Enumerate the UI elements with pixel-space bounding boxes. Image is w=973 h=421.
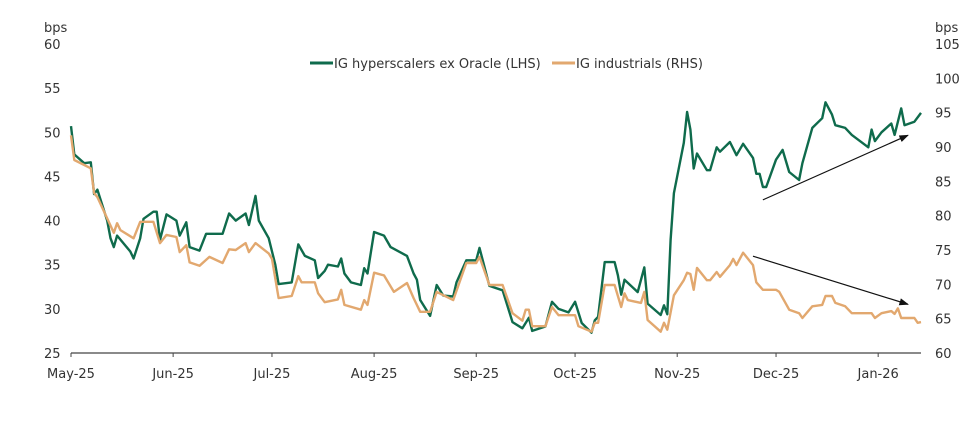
y-left-unit-label: bps xyxy=(44,21,68,36)
x-tick-label: May-25 xyxy=(47,367,95,382)
series-line-industrials xyxy=(69,135,922,333)
legend-label-hyperscalers: IG hyperscalers ex Oracle (LHS) xyxy=(334,57,541,72)
y-right-tick-label: 95 xyxy=(935,107,952,122)
x-tick-label: Oct-25 xyxy=(553,367,597,382)
series-line-hyperscalers xyxy=(69,101,922,334)
series-lines xyxy=(69,101,922,334)
y-right-tick-label: 100 xyxy=(935,72,960,87)
x-tick-label: Jul-25 xyxy=(253,367,291,382)
y-right-tick-label: 70 xyxy=(935,278,952,293)
legend: IG hyperscalers ex Oracle (LHS) IG indus… xyxy=(310,57,703,72)
y-left-tick-label: 55 xyxy=(44,82,61,97)
x-tick-label: Sep-25 xyxy=(453,367,499,382)
x-tick-label: Aug-25 xyxy=(351,367,398,382)
y-right-unit-label: bps xyxy=(935,21,959,36)
y-right-tick-label: 85 xyxy=(935,175,952,190)
x-tick-label: Nov-25 xyxy=(654,367,700,382)
y-left-tick-label: 50 xyxy=(44,126,61,141)
y-left-tick-label: 25 xyxy=(44,347,61,362)
trend-arrow xyxy=(752,255,909,306)
trend-arrows xyxy=(752,134,909,306)
y-left-tick-label: 60 xyxy=(44,38,61,53)
y-left-tick-label: 40 xyxy=(44,215,61,230)
y-right-tick-label: 80 xyxy=(935,210,952,225)
y-right-tick-label: 60 xyxy=(935,347,952,362)
x-tick-label: Jan-26 xyxy=(857,367,899,382)
x-tick-label: Dec-25 xyxy=(753,367,799,382)
y-right-tick-label: 105 xyxy=(935,38,960,53)
x-axis: May-25 Jun-25 Jul-25 Aug-25 Sep-25 Oct-25 Nov-… xyxy=(47,352,921,382)
y-left-ticks: 25 30 35 40 45 50 55 60 xyxy=(44,38,61,362)
y-left-tick-label: 30 xyxy=(44,303,61,318)
y-left-tick-label: 45 xyxy=(44,170,61,185)
legend-label-industrials: IG industrials (RHS) xyxy=(576,57,703,72)
y-right-tick-label: 75 xyxy=(935,244,952,259)
x-tick-label: Jun-25 xyxy=(151,367,194,382)
y-right-tick-label: 90 xyxy=(935,141,952,156)
y-left-tick-label: 35 xyxy=(44,259,61,274)
y-right-tick-label: 65 xyxy=(935,313,952,328)
y-right-ticks: 60 65 70 75 80 85 90 95 100 105 xyxy=(935,38,960,362)
trend-arrow xyxy=(762,134,909,201)
